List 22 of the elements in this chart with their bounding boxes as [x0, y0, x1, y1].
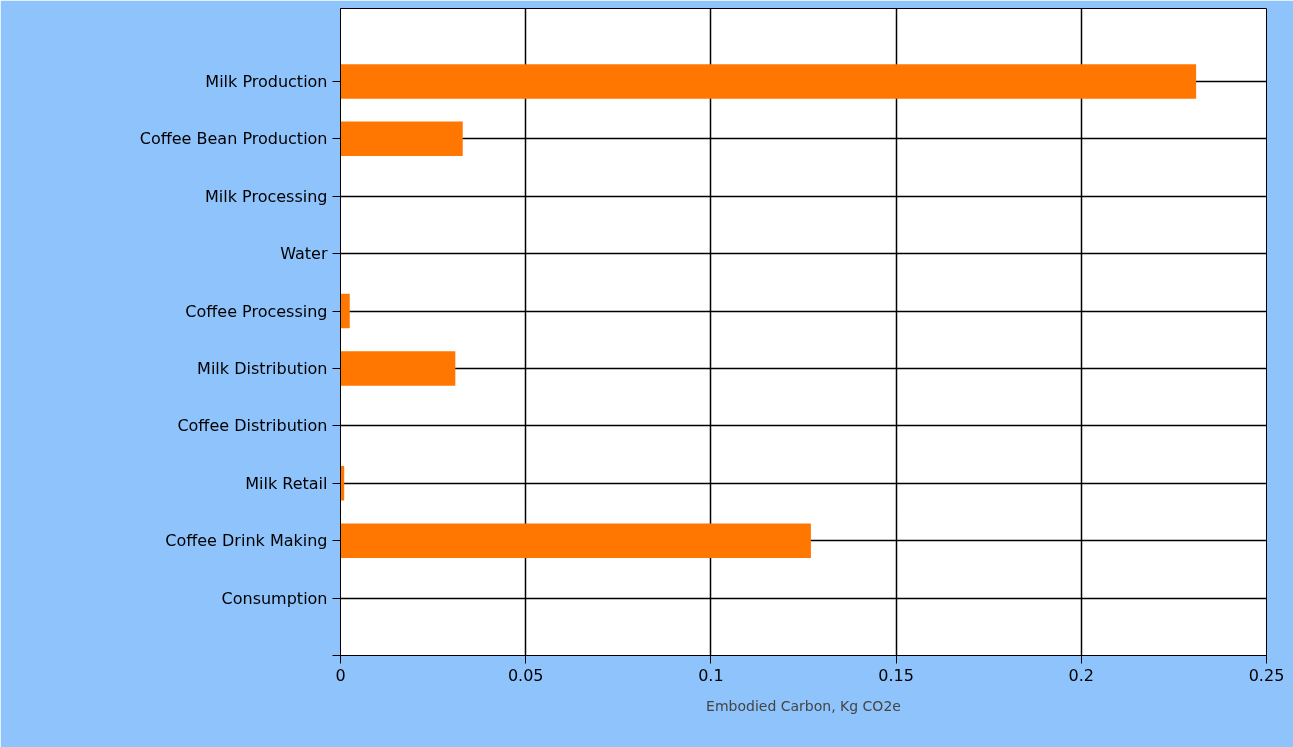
x-tick-label: 0.15 [878, 665, 914, 685]
bar [340, 121, 463, 157]
bar [340, 293, 350, 329]
y-tick-label: Milk Retail [245, 473, 328, 493]
y-tick-label: Milk Production [205, 71, 328, 91]
bar [340, 64, 1197, 99]
x-axis-title: Embodied Carbon, Kg CO2e [706, 697, 901, 714]
y-tick-label: Coffee Bean Production [139, 129, 328, 149]
x-tick-label: 0.25 [1248, 665, 1285, 685]
bar [340, 523, 811, 558]
x-tick-label: 0 [335, 665, 346, 685]
x-tick-label: 0.2 [1068, 665, 1095, 685]
x-tick-label: 0.1 [698, 665, 724, 685]
y-tick-label: Water [280, 244, 328, 264]
y-tick-label: Consumption [221, 588, 328, 608]
bar [340, 351, 456, 386]
y-tick-label: Coffee Distribution [177, 416, 328, 436]
x-tick-label: 0.05 [507, 665, 544, 685]
y-tick-label: Coffee Processing [185, 301, 328, 321]
y-tick-label: Milk Distribution [197, 358, 328, 378]
y-tick-label: Coffee Drink Making [165, 531, 328, 551]
y-tick-label: Milk Processing [205, 186, 328, 206]
